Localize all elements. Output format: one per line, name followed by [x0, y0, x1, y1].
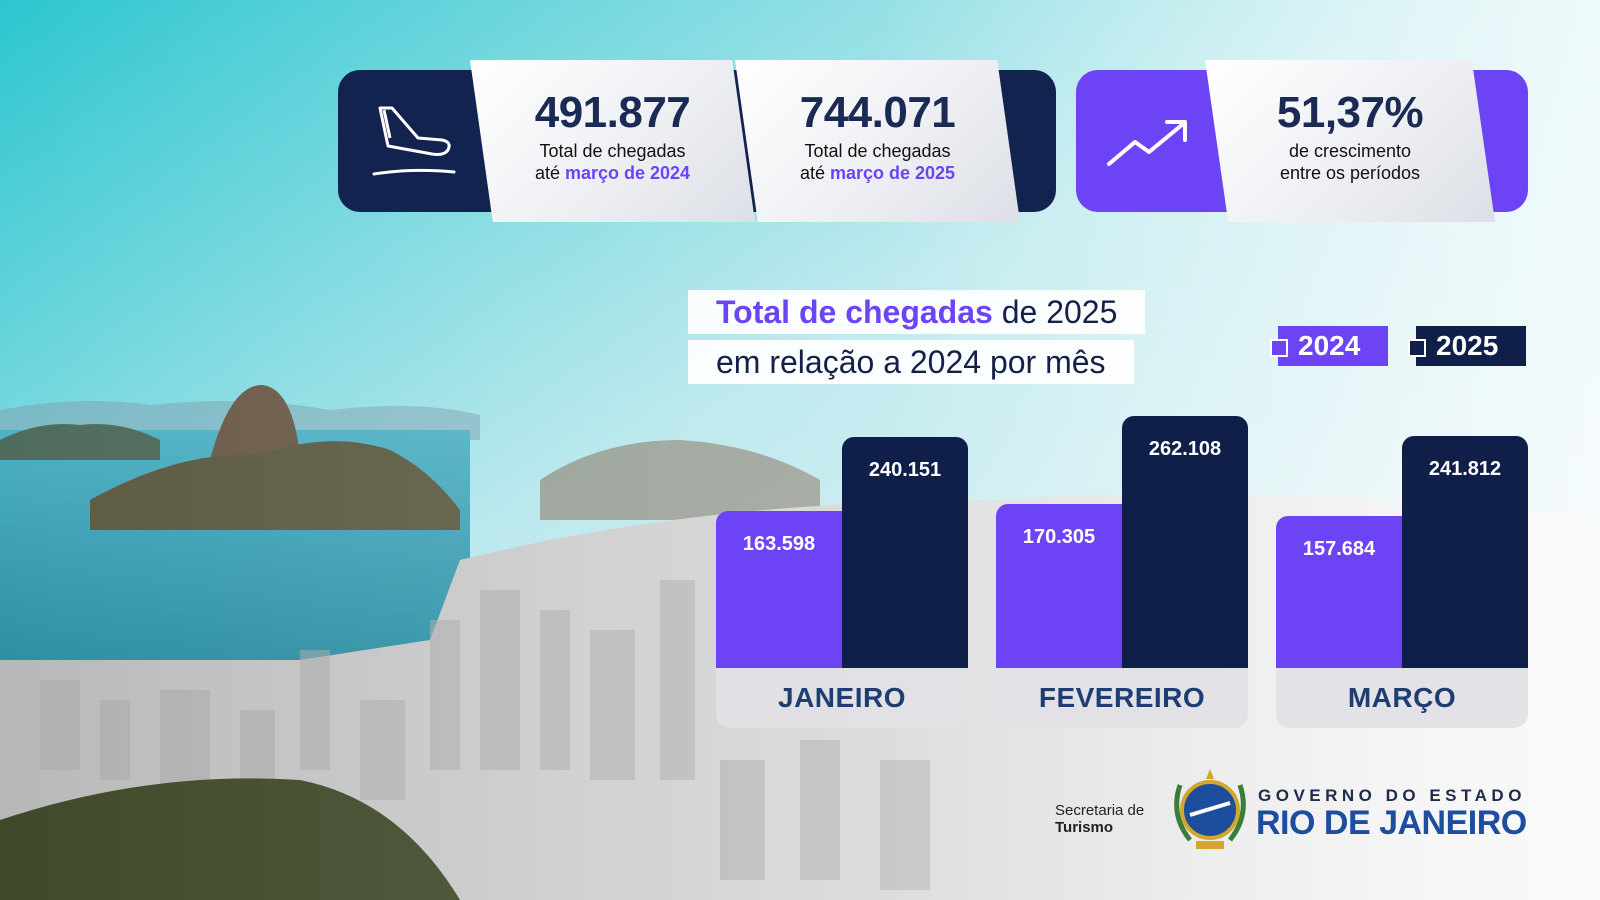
- stat-caption-2024-highlight: março de 2024: [564, 163, 691, 183]
- secretaria-label: Secretaria de Turismo: [1055, 802, 1144, 836]
- state-coat-of-arms-logo: [1170, 765, 1250, 855]
- legend-2025-label: 2025: [1436, 330, 1499, 361]
- growth-value: 51,37%: [1276, 88, 1424, 137]
- stat-card-2025: [735, 60, 1020, 222]
- chart-title-line2-text: em relação a 2024 por mês: [716, 344, 1106, 380]
- stat-caption-2024-prefix: até: [534, 163, 565, 183]
- chart-title-line1: Total de chegadas de 2025: [688, 290, 1146, 334]
- governo-label: GOVERNO DO ESTADO: [1258, 786, 1526, 805]
- plane-landing-icon: [370, 98, 460, 188]
- stat-card-growth: [1205, 60, 1495, 222]
- stat-caption-2024-line1: Total de chegadas: [539, 141, 686, 161]
- stat-caption-2024-line2: até março de 2024: [490, 162, 735, 184]
- secretaria-line2: Turismo: [1055, 819, 1114, 836]
- chart-title-rest: de 2025: [992, 294, 1118, 330]
- chart-title-line2: em relação a 2024 por mês: [688, 340, 1134, 384]
- stat-caption-2025-highlight: março de 2025: [829, 163, 956, 183]
- chart-title-highlight: Total de chegadas: [716, 294, 993, 330]
- stat-card-2024: [470, 60, 755, 222]
- stat-caption-2025: Total de chegadas até março de 2025: [755, 140, 1000, 184]
- secretaria-line1: Secretaria de: [1055, 802, 1145, 819]
- legend-2024-swatch: [1270, 339, 1288, 357]
- legend-2025: 2025: [1408, 326, 1526, 366]
- estado-label: RIO DE JANEIRO: [1256, 804, 1527, 842]
- stat-value-2024: 491.877: [534, 88, 691, 137]
- stat-caption-2025-line2: até março de 2025: [755, 162, 1000, 184]
- growth-caption-line2: entre os períodos: [1279, 163, 1421, 183]
- growth-caption: de crescimento entre os períodos: [1225, 140, 1475, 184]
- trend-up-arrow-icon: [1105, 112, 1195, 172]
- legend-2024: 2024: [1270, 326, 1388, 366]
- legend-2024-label: 2024: [1298, 330, 1361, 361]
- growth-caption-line1: de crescimento: [1288, 141, 1412, 161]
- stat-value-2025: 744.071: [799, 88, 956, 137]
- stat-caption-2025-line1: Total de chegadas: [804, 141, 951, 161]
- legend-2025-swatch: [1408, 339, 1426, 357]
- stat-caption-2025-prefix: até: [799, 163, 830, 183]
- stat-caption-2024: Total de chegadas até março de 2024: [490, 140, 735, 184]
